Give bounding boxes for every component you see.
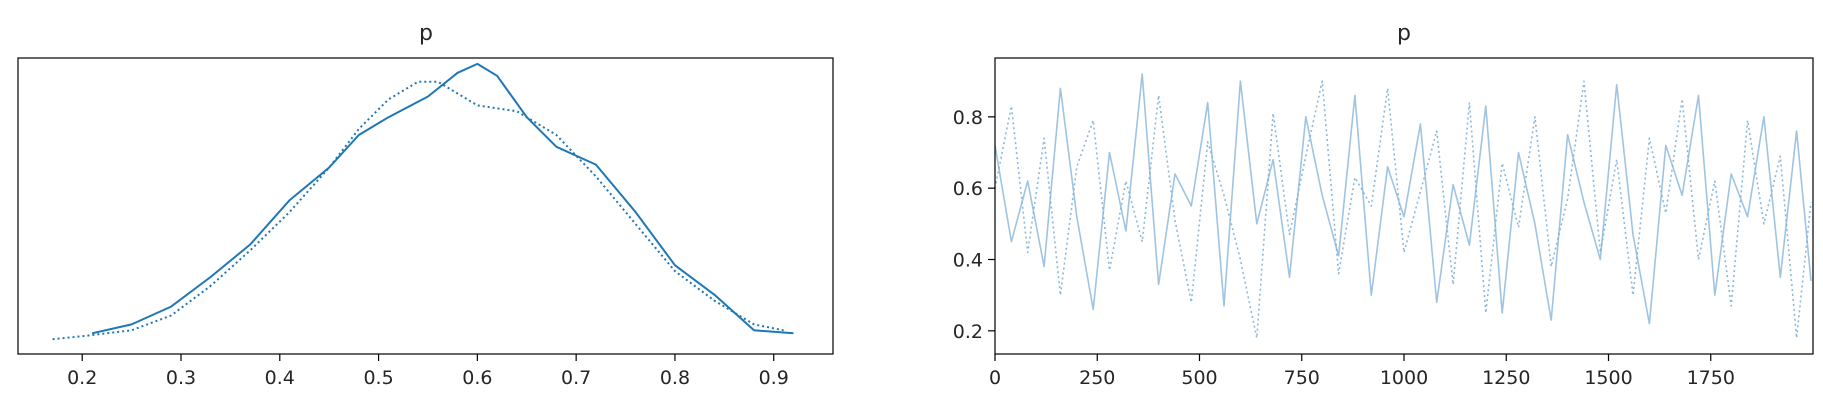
- trace-x-tick-label: 500: [1181, 367, 1217, 389]
- trace-x-tick-label: 1250: [1482, 367, 1530, 389]
- trace-x-tick-label: 750: [1284, 367, 1320, 389]
- trace-x-tick-label: 1000: [1380, 367, 1428, 389]
- trace-y-tick-label: 0.6: [953, 178, 983, 200]
- density-x-tick-label: 0.6: [462, 367, 492, 389]
- trace-panel: p 0 250 500 750 1000 1250 1500 1750 0.20.40.60.…: [953, 21, 1814, 389]
- density-x-tick-label: 0.5: [363, 367, 393, 389]
- density-axes-frame: [17, 57, 834, 355]
- trace-series-solid: [994, 73, 1812, 325]
- trace-x-tick-label: 1750: [1687, 367, 1735, 389]
- trace-title: p: [1397, 21, 1411, 46]
- density-x-tick-label: 0.7: [561, 367, 591, 389]
- trace-y-tick-label: 0.2: [953, 321, 983, 343]
- trace-y-axis: 0.2 0.4 0.6 0.8: [953, 107, 995, 343]
- density-lines: [52, 62, 794, 341]
- density-x-tick-label: 0.4: [265, 367, 295, 389]
- density-x-tick-label: 0.3: [166, 367, 196, 389]
- density-x-tick-label: 0.8: [660, 367, 690, 389]
- density-series-solid: [91, 62, 794, 335]
- trace-x-axis: 0 250 500 750 1000 1250 1500 1750: [989, 354, 1735, 389]
- trace-x-tick-label: 250: [1079, 367, 1115, 389]
- density-panel: p 0.2 0.3 0.4 0.5 0.6 0.7 0.8 0.9: [17, 21, 834, 389]
- density-x-tick-label: 0.9: [759, 367, 789, 389]
- trace-axes-frame: [994, 57, 1814, 355]
- density-x-axis: 0.2 0.3 0.4 0.5 0.6 0.7 0.8 0.9: [67, 354, 789, 389]
- trace-series-dotted: [994, 80, 1812, 339]
- trace-y-tick-label: 0.4: [953, 249, 983, 271]
- density-title: p: [419, 21, 433, 46]
- trace-x-tick-label: 0: [989, 367, 1001, 389]
- trace-x-tick-label: 1500: [1584, 367, 1632, 389]
- density-x-tick-label: 0.2: [67, 367, 97, 389]
- density-series-dotted: [52, 80, 784, 341]
- trace-lines: [994, 73, 1812, 339]
- trace-y-tick-label: 0.8: [953, 107, 983, 129]
